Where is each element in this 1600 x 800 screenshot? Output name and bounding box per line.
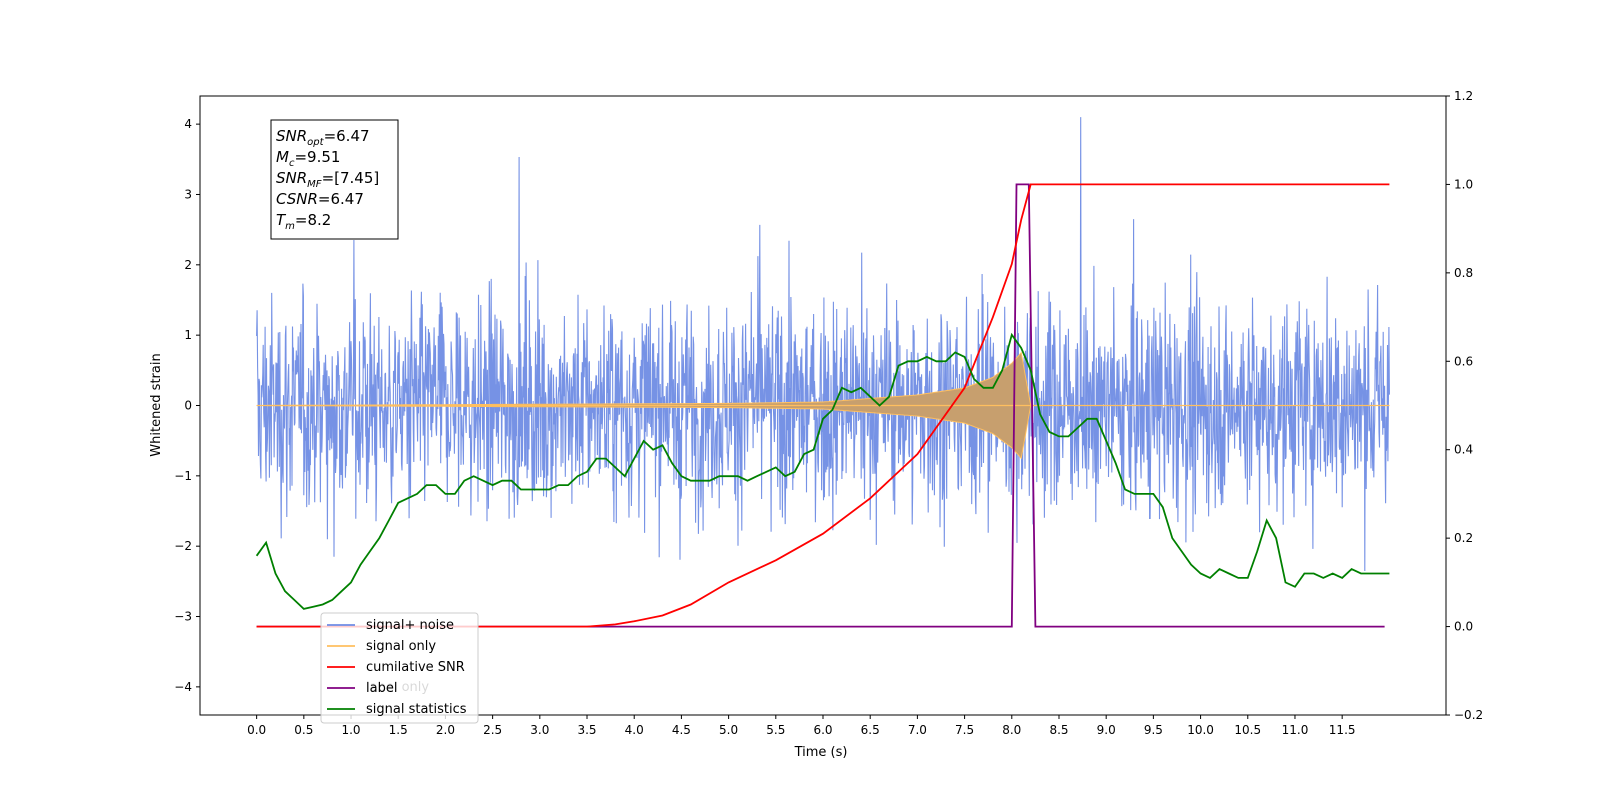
x-tick-label: 9.5 xyxy=(1144,723,1163,737)
y-tick-label: −3 xyxy=(174,610,192,624)
y-axis-ticks: 4 3 2 1 0 −1 −2 −3 −4 xyxy=(174,117,200,694)
x-tick-label: 9.0 xyxy=(1097,723,1116,737)
x-tick-label: 3.5 xyxy=(577,723,596,737)
x-tick-label: 11.5 xyxy=(1329,723,1356,737)
x-tick-label: 0.0 xyxy=(247,723,266,737)
series-signal-statistics-line xyxy=(255,332,1390,610)
y-tick-label: 2 xyxy=(184,258,192,272)
y-tick-label: −4 xyxy=(174,680,192,694)
series-signal-noise-line xyxy=(256,117,1390,572)
x-tick-label: 2.5 xyxy=(483,723,502,737)
y-tick-label: 0 xyxy=(184,399,192,413)
x-tick-label: 10.5 xyxy=(1234,723,1261,737)
y-tick-label: 1 xyxy=(184,328,192,342)
legend-hidden-entry: label only xyxy=(366,680,429,695)
y2-tick-label: 0.4 xyxy=(1454,443,1473,457)
x-tick-label: 1.0 xyxy=(341,723,360,737)
x-axis-ticks: 0.0 0.5 1.0 1.5 2.0 2.5 3.0 3.5 4.0 4.5 5.0 5.5 6.0 6… xyxy=(247,715,1356,737)
annotation-line: SNRopt=6.47 xyxy=(276,127,370,148)
annotation-line: SNRMF=[7.45] xyxy=(276,169,379,190)
y2-tick-label: 0.2 xyxy=(1454,531,1473,545)
y2-tick-label: 0.8 xyxy=(1454,266,1473,280)
x-axis-label: Time (s) xyxy=(794,745,848,760)
legend-frame xyxy=(320,612,479,724)
x-tick-label: 1.5 xyxy=(389,723,408,737)
x-tick-label: 11.0 xyxy=(1282,723,1309,737)
series-label-line xyxy=(256,183,1385,628)
y-axis-label: Whitened strain xyxy=(149,353,164,456)
x-tick-label: 4.0 xyxy=(625,723,644,737)
y2-tick-label: −0.2 xyxy=(1454,708,1483,722)
x-tick-label: 3.0 xyxy=(530,723,549,737)
legend-label: signal statistics xyxy=(366,702,467,717)
y-tick-label: 4 xyxy=(184,117,192,131)
x-tick-label: 4.5 xyxy=(672,723,691,737)
x-tick-label: 5.5 xyxy=(766,723,785,737)
annotation-line: CSNR=6.47 xyxy=(276,190,364,208)
y2-tick-label: 1.2 xyxy=(1454,89,1473,103)
x-tick-label: 6.0 xyxy=(813,723,832,737)
legend-label: signal only xyxy=(366,639,436,654)
x-tick-label: 10.0 xyxy=(1187,723,1214,737)
y2-axis-ticks: 1.2 1.0 0.8 0.6 0.4 0.2 0.0 −0.2 xyxy=(1446,89,1483,722)
annotation-line: Tm=8.2 xyxy=(276,211,331,232)
x-tick-label: 7.0 xyxy=(908,723,927,737)
annotation-frame xyxy=(270,119,399,240)
x-tick-label: 8.0 xyxy=(1002,723,1021,737)
y2-tick-label: 1.0 xyxy=(1454,177,1473,191)
x-tick-label: 7.5 xyxy=(955,723,974,737)
x-tick-label: 0.5 xyxy=(294,723,313,737)
y-tick-label: −1 xyxy=(174,469,192,483)
x-tick-label: 2.0 xyxy=(436,723,455,737)
y2-tick-label: 0.0 xyxy=(1454,620,1473,634)
legend-label: signal+ noise xyxy=(366,618,454,633)
legend-label: label xyxy=(366,681,397,696)
y2-tick-label: 0.6 xyxy=(1454,354,1473,368)
series-layer xyxy=(255,117,1390,628)
annotation-line: Mc=9.51 xyxy=(276,148,340,169)
legend-label: cumilative SNR xyxy=(366,660,465,675)
x-tick-label: 6.5 xyxy=(861,723,880,737)
x-tick-label: 8.5 xyxy=(1049,723,1068,737)
legend: label only signal+ noise signal only cumila… xyxy=(320,612,479,724)
y-tick-label: 3 xyxy=(184,187,192,201)
series-cumulative-snr-line xyxy=(256,183,1390,628)
y-tick-label: −2 xyxy=(174,539,192,553)
x-tick-label: 5.0 xyxy=(719,723,738,737)
